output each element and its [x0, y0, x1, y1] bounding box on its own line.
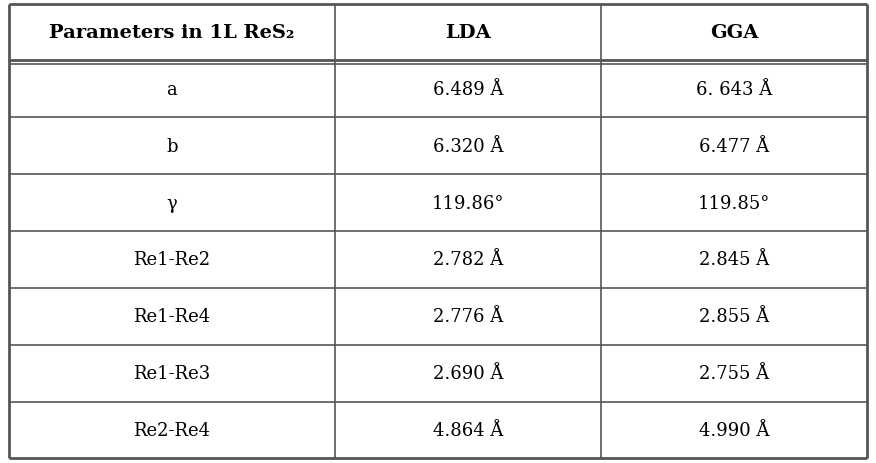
Text: 2.782 Å: 2.782 Å: [433, 251, 503, 269]
Text: 119.85°: 119.85°: [698, 194, 770, 212]
Text: a: a: [166, 81, 177, 99]
Text: Parameters in 1L ReS₂: Parameters in 1L ReS₂: [49, 24, 294, 42]
Text: b: b: [166, 138, 178, 156]
Text: GGA: GGA: [710, 24, 759, 42]
Text: 6.320 Å: 6.320 Å: [433, 138, 504, 156]
Text: LDA: LDA: [445, 24, 491, 42]
Text: 2.855 Å: 2.855 Å: [699, 307, 769, 325]
Text: 6.477 Å: 6.477 Å: [699, 138, 769, 156]
Text: γ: γ: [166, 194, 177, 212]
Text: 6.489 Å: 6.489 Å: [433, 81, 504, 99]
Text: 2.776 Å: 2.776 Å: [433, 307, 503, 325]
Text: 4.864 Å: 4.864 Å: [433, 421, 503, 439]
Text: Re1-Re3: Re1-Re3: [133, 364, 210, 382]
Text: 2.845 Å: 2.845 Å: [699, 251, 769, 269]
Text: Re1-Re2: Re1-Re2: [133, 251, 210, 269]
Text: 4.990 Å: 4.990 Å: [699, 421, 769, 439]
Text: 119.86°: 119.86°: [432, 194, 505, 212]
Text: Re1-Re4: Re1-Re4: [133, 307, 210, 325]
Text: 2.690 Å: 2.690 Å: [433, 364, 504, 382]
Text: Re2-Re4: Re2-Re4: [133, 421, 210, 439]
Text: 2.755 Å: 2.755 Å: [699, 364, 769, 382]
Text: 6. 643 Å: 6. 643 Å: [696, 81, 773, 99]
